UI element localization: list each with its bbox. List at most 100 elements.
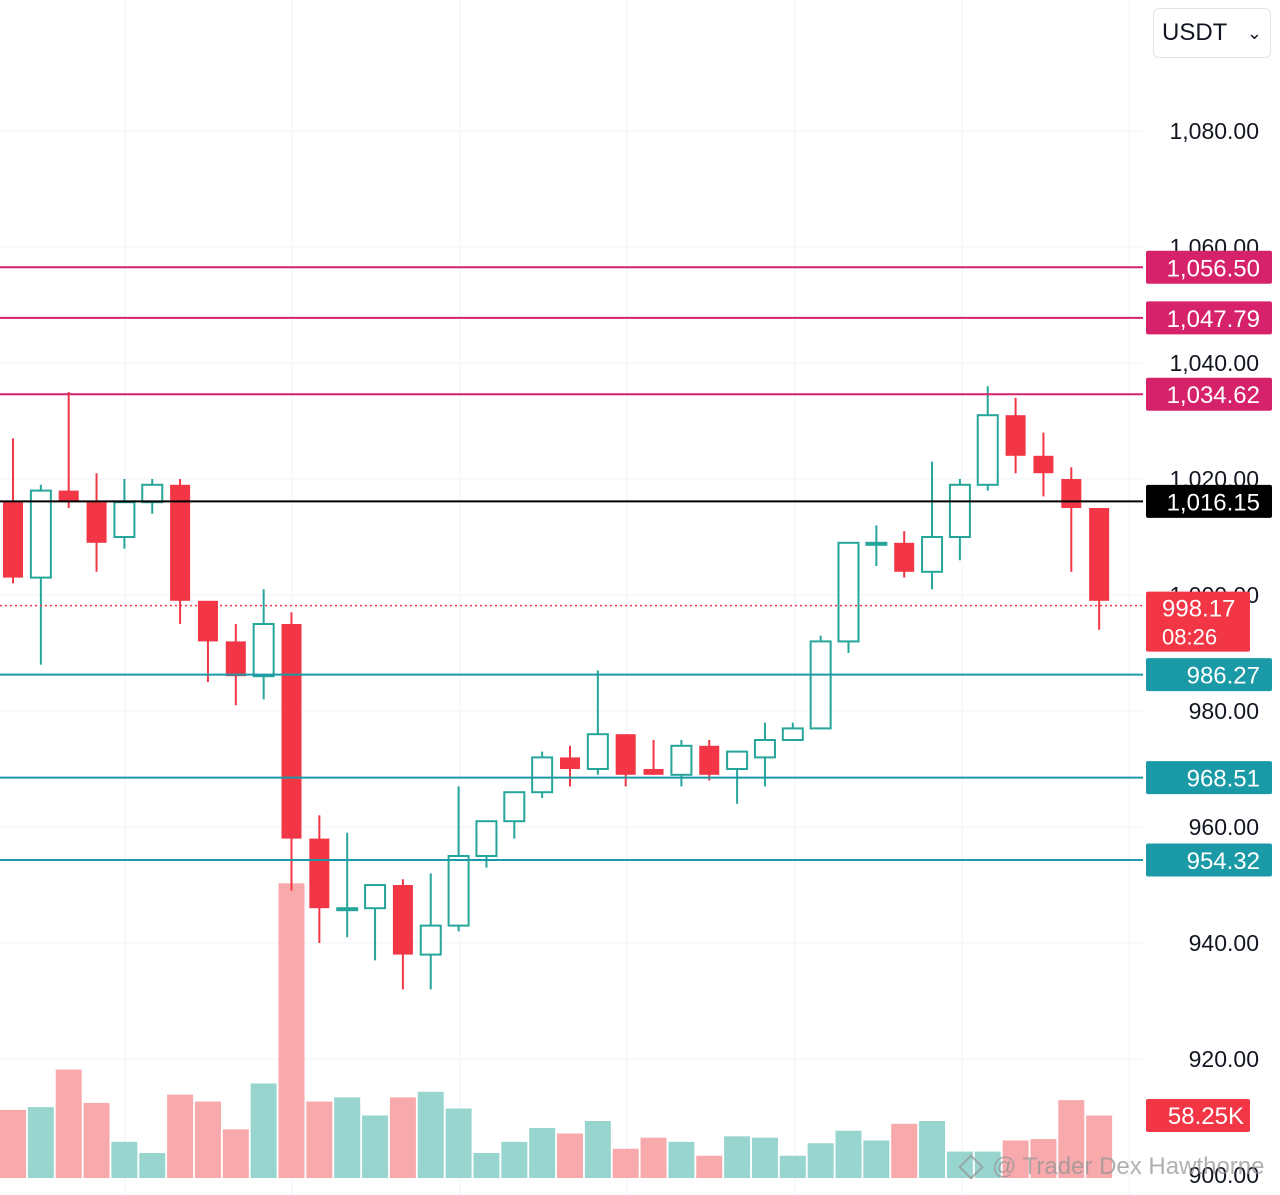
y-axis-tick-label: 980.00 (1189, 698, 1259, 724)
candle-body (170, 484, 191, 601)
volume-bar (1086, 1115, 1113, 1178)
support-price-tag: 986.27 (1187, 663, 1260, 690)
volume-bar (1030, 1139, 1057, 1178)
candle-body (726, 750, 749, 770)
candle-body (976, 414, 999, 486)
volume-bar (389, 1097, 416, 1178)
candle-body (615, 734, 636, 775)
watermark-text: @ Trader Dex Hawthorne (992, 1153, 1265, 1180)
volume-bar (306, 1101, 333, 1178)
candle-body (560, 757, 580, 769)
last-price-countdown: 08:26 (1162, 625, 1217, 650)
volume-bar (1058, 1100, 1085, 1178)
candle-body (309, 838, 330, 909)
logo-icon (958, 1154, 984, 1180)
volume-label: 58.25K (1168, 1103, 1244, 1130)
volume-bar (501, 1141, 528, 1178)
volume-bar (807, 1143, 834, 1178)
candle-body (1005, 415, 1026, 456)
volume-bar (0, 1109, 26, 1178)
candle-body (948, 483, 971, 538)
volume-bar (640, 1137, 667, 1178)
volume-bar (55, 1069, 82, 1178)
volume-bar (946, 1151, 973, 1178)
candle-body (837, 541, 860, 643)
volume-bar (139, 1152, 166, 1178)
volume-bar (557, 1133, 583, 1178)
y-axis-tick-label: 1,080.00 (1169, 118, 1259, 144)
volume-bar (278, 883, 305, 1178)
volume-bar (668, 1141, 695, 1178)
support-price-tag: 954.32 (1187, 848, 1260, 875)
resistance-price-tag: 1,034.62 (1167, 382, 1260, 409)
currency-label: USDT (1162, 19, 1228, 46)
volume-bar (584, 1121, 611, 1178)
support-price-tag-bg (1146, 843, 1272, 877)
volume-bar (751, 1137, 778, 1178)
volume-bar (83, 1102, 110, 1178)
support-price-tag-bg (1146, 658, 1272, 692)
candle-body (225, 641, 246, 677)
y-axis-tick-label: 960.00 (1189, 814, 1259, 840)
currency-select[interactable]: USDT ⌄ (1153, 8, 1271, 58)
candle-body (475, 820, 498, 858)
candle-body (894, 542, 915, 572)
candle-body (197, 600, 218, 642)
volume-bar (194, 1101, 221, 1178)
volume-bar (863, 1140, 890, 1178)
y-axis-tick-label: 900.00 (1189, 1162, 1259, 1188)
support-price-tag: 968.51 (1187, 766, 1260, 793)
candle-body (809, 640, 832, 730)
volume-bar (167, 1094, 194, 1178)
volume-bar (1002, 1140, 1029, 1178)
chevron-down-icon: ⌄ (1246, 22, 1262, 43)
volume-bar (27, 1107, 54, 1178)
resistance-price-tag-bg (1146, 377, 1272, 411)
volume-bar (250, 1083, 277, 1178)
last-price-tag-bg (1146, 591, 1250, 652)
watermark: @ Trader Dex Hawthorne (956, 1150, 1264, 1184)
volume-bar (362, 1115, 389, 1178)
candle-body (1061, 479, 1082, 508)
volume-bar (111, 1141, 138, 1178)
last-price-value: 998.17 (1162, 596, 1235, 623)
candle-body (503, 791, 526, 823)
volume-bar (222, 1129, 249, 1178)
candle-body (753, 739, 776, 759)
candle-body (29, 489, 52, 579)
y-axis-tick-label: 920.00 (1189, 1046, 1259, 1072)
volume-bar (334, 1097, 361, 1178)
volume-tag-bg (1146, 1099, 1250, 1132)
volume-bar (417, 1091, 444, 1178)
volume-bar (445, 1108, 472, 1178)
resistance-price-tag: 1,056.50 (1167, 255, 1260, 282)
volume-bar (919, 1121, 946, 1178)
support-price-tag-bg (1146, 761, 1272, 795)
volume-bar (891, 1123, 918, 1178)
volume-bar (529, 1127, 556, 1178)
volume-bar (612, 1148, 639, 1178)
y-axis-tick-label: 940.00 (1189, 930, 1259, 956)
candle-body (141, 483, 164, 504)
candle-body (1033, 455, 1054, 474)
candle-body (921, 536, 944, 573)
candle-body (781, 727, 804, 742)
candle-body (252, 623, 275, 678)
resistance-price-tag-bg (1146, 250, 1272, 284)
volume-bar (779, 1155, 806, 1178)
volume-bar (696, 1155, 723, 1178)
candle-body (643, 769, 664, 775)
candle-body (699, 745, 720, 775)
resistance-price-tag: 1,047.79 (1167, 306, 1260, 333)
candle-body (1089, 508, 1110, 601)
candle-body (586, 733, 609, 771)
candle-body (58, 490, 79, 503)
candle-body (3, 502, 23, 578)
volume-bar (974, 1151, 1001, 1178)
candle-body (670, 744, 693, 776)
candle-body (113, 501, 136, 539)
reference-price-tag: 1,016.15 (1167, 489, 1260, 516)
candle-body (447, 855, 470, 927)
candle-body (364, 884, 387, 910)
